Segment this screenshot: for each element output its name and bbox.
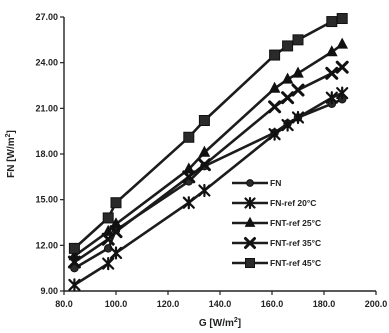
x-tick-label: 140.0 (209, 299, 232, 309)
x-axis-label-end: ] (238, 318, 241, 329)
data-point-square (282, 40, 294, 52)
y-axis-label-sup: 2 (5, 133, 12, 137)
data-point-x (109, 225, 123, 239)
data-point-triangle (102, 224, 115, 236)
legend: FN FN-ref 20°C FNT-ref 25°C FNT-ref 35°C FNT… (232, 178, 321, 268)
series-group (67, 13, 349, 292)
series-x (67, 60, 349, 269)
y-tick-label: 18.00 (35, 149, 58, 159)
data-point-x (67, 255, 81, 269)
data-point-x (281, 91, 295, 105)
x-tick-label: 120.0 (157, 299, 180, 309)
y-tick-label: 12.00 (35, 240, 58, 250)
x-tick-label: 80.0 (55, 299, 73, 309)
series-square (68, 13, 348, 254)
data-point-x (244, 237, 256, 249)
data-point-square (245, 258, 255, 268)
legend-item: FN-ref 20°C (232, 196, 316, 210)
legend-item: FNT-ref 35°C (232, 237, 321, 249)
data-point-x (182, 170, 196, 184)
data-point-asterisk (198, 183, 211, 198)
data-point-square (198, 115, 210, 127)
data-point-square (68, 242, 80, 254)
series-line (73, 17, 343, 250)
x-axis-label-text: G [W/m (199, 318, 234, 329)
data-point-triangle (268, 81, 281, 93)
data-point-asterisk (281, 118, 294, 132)
data-point-asterisk (68, 278, 81, 292)
data-point-square (110, 197, 122, 209)
data-point-asterisk (182, 196, 195, 210)
x-tick-label: 200.0 (365, 299, 388, 309)
y-tick-label: 21.00 (35, 103, 58, 113)
y-axis-label: FN [W/m2] (5, 130, 17, 178)
x-ticks: 80.0 100.0 120.0 140.0 160.0 180.0 200.0 (55, 291, 387, 309)
legend-label: FN (270, 178, 281, 188)
data-point-asterisk (325, 91, 338, 105)
series-line (73, 98, 343, 270)
data-point-triangle (182, 162, 195, 174)
data-point-x (335, 60, 349, 74)
data-point-asterisk (102, 257, 115, 271)
data-point-square (326, 16, 338, 28)
legend-label: FN-ref 20°C (270, 198, 316, 208)
y-tick-label: 15.00 (35, 195, 58, 205)
series-asterisk (68, 86, 349, 292)
data-point-asterisk (336, 86, 349, 100)
data-point-triangle (68, 249, 81, 261)
legend-label: FNT-ref 45°C (270, 258, 321, 268)
legend-item: FN (232, 178, 281, 188)
x-axis-label-sup: 2 (234, 317, 238, 324)
data-point-asterisk (291, 110, 305, 125)
y-axis-label-text: FN [W/m (6, 137, 17, 178)
data-point-square (183, 131, 195, 143)
data-point-triangle (292, 66, 304, 78)
data-point-triangle (244, 216, 256, 227)
data-point-triangle (336, 37, 349, 49)
data-point-x (268, 100, 282, 114)
x-tick-label: 100.0 (105, 299, 128, 309)
x-tick-label: 160.0 (261, 299, 284, 309)
data-point-x (291, 83, 305, 97)
data-point-triangle (325, 45, 338, 57)
data-point-asterisk (244, 196, 256, 210)
data-point-square (292, 34, 304, 46)
data-point-square (102, 212, 114, 224)
data-point-asterisk (109, 246, 123, 260)
data-point-asterisk (268, 127, 281, 141)
data-point-x (197, 158, 211, 172)
y-axis-label-end: ] (6, 130, 17, 133)
y-tick-label: 27.00 (35, 12, 58, 22)
data-point-circle (70, 263, 79, 273)
y-ticks: 9.00 12.00 15.00 18.00 21.00 24.00 27.00 (35, 12, 64, 296)
data-point-square (336, 13, 348, 25)
data-point-x (325, 66, 339, 80)
legend-item: FNT-ref 25°C (232, 216, 321, 228)
legend-label: FNT-ref 25°C (270, 218, 321, 228)
legend-item: FNT-ref 45°C (232, 258, 321, 268)
legend-label: FNT-ref 35°C (270, 238, 321, 248)
data-point-circle (246, 179, 254, 187)
data-point-triangle (198, 145, 211, 157)
x-tick-label: 180.0 (313, 299, 336, 309)
data-point-square (269, 49, 281, 61)
y-tick-label: 9.00 (40, 286, 58, 296)
data-point-triangle (281, 72, 294, 84)
y-tick-label: 24.00 (35, 58, 58, 68)
x-axis-label: G [W/m2] (199, 317, 241, 329)
